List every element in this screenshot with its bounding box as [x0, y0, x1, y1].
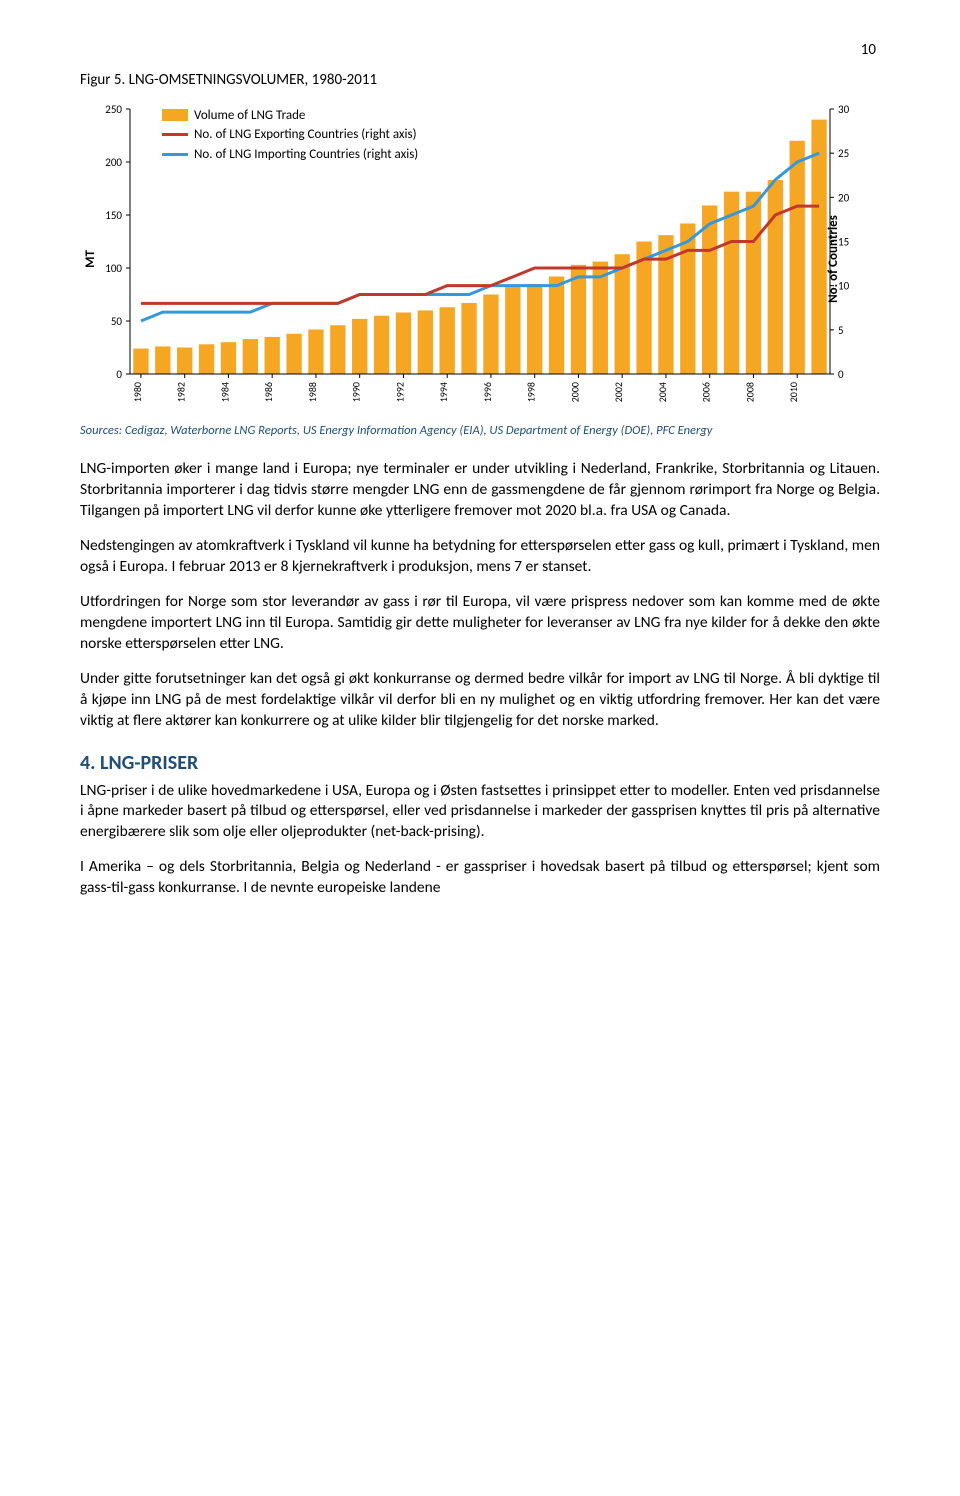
svg-text:1998: 1998 [525, 382, 538, 402]
svg-text:2000: 2000 [568, 382, 581, 402]
legend-swatch-import [162, 153, 188, 156]
svg-text:250: 250 [105, 103, 122, 116]
svg-text:1996: 1996 [481, 382, 494, 402]
svg-text:2006: 2006 [700, 382, 713, 402]
figure-caption: Figur 5. LNG-OMSETNINGSVOLUMER, 1980-201… [80, 70, 880, 90]
svg-text:2002: 2002 [612, 382, 625, 402]
paragraph-5: LNG-priser i de ulike hovedmarkedene i U… [80, 781, 880, 844]
page-number: 10 [80, 40, 880, 60]
svg-text:2008: 2008 [743, 382, 756, 402]
lng-chart: 0501001502002500510152025301980198219841… [80, 99, 880, 419]
svg-text:1994: 1994 [437, 382, 450, 402]
svg-text:1988: 1988 [306, 382, 319, 402]
svg-text:25: 25 [838, 147, 849, 160]
section-4-heading: 4. LNG-PRISER [80, 750, 880, 777]
svg-text:0: 0 [116, 368, 122, 381]
svg-text:100: 100 [105, 262, 122, 275]
legend-row-export: No. of LNG Exporting Countries (right ax… [162, 126, 418, 144]
legend-import-label: No. of LNG Importing Countries (right ax… [194, 146, 418, 164]
svg-text:1980: 1980 [131, 382, 144, 402]
chart-legend: Volume of LNG Trade No. of LNG Exporting… [162, 107, 418, 166]
y-right-axis-label: No. of Countries [825, 215, 843, 303]
svg-text:2004: 2004 [656, 382, 669, 402]
svg-text:1990: 1990 [350, 382, 363, 402]
chart-source-note: Sources: Cedigaz, Waterborne LNG Reports… [80, 423, 880, 440]
svg-text:5: 5 [838, 323, 844, 336]
svg-text:2010: 2010 [787, 382, 800, 402]
paragraph-4: Under gitte forutsetninger kan det også … [80, 669, 880, 732]
paragraph-1: LNG-importen øker i mange land i Europa;… [80, 459, 880, 522]
svg-text:20: 20 [838, 191, 850, 204]
legend-row-bar: Volume of LNG Trade [162, 107, 418, 125]
legend-bar-label: Volume of LNG Trade [194, 107, 305, 125]
svg-text:50: 50 [111, 315, 123, 328]
svg-text:1984: 1984 [218, 382, 231, 402]
svg-text:1986: 1986 [262, 382, 275, 402]
svg-text:1982: 1982 [175, 382, 188, 402]
paragraph-3: Utfordringen for Norge som stor leverand… [80, 592, 880, 655]
svg-text:0: 0 [838, 368, 844, 381]
legend-row-import: No. of LNG Importing Countries (right ax… [162, 146, 418, 164]
svg-text:1992: 1992 [393, 382, 406, 402]
svg-text:150: 150 [105, 209, 122, 222]
legend-swatch-export [162, 133, 188, 136]
paragraph-6: I Amerika – og dels Storbritannia, Belgi… [80, 857, 880, 899]
y-left-axis-label: MT [82, 250, 100, 268]
svg-text:30: 30 [838, 103, 850, 116]
paragraph-2: Nedstengingen av atomkraftverk i Tysklan… [80, 536, 880, 578]
svg-text:200: 200 [105, 156, 122, 169]
legend-swatch-bar [162, 109, 188, 121]
legend-export-label: No. of LNG Exporting Countries (right ax… [194, 126, 417, 144]
